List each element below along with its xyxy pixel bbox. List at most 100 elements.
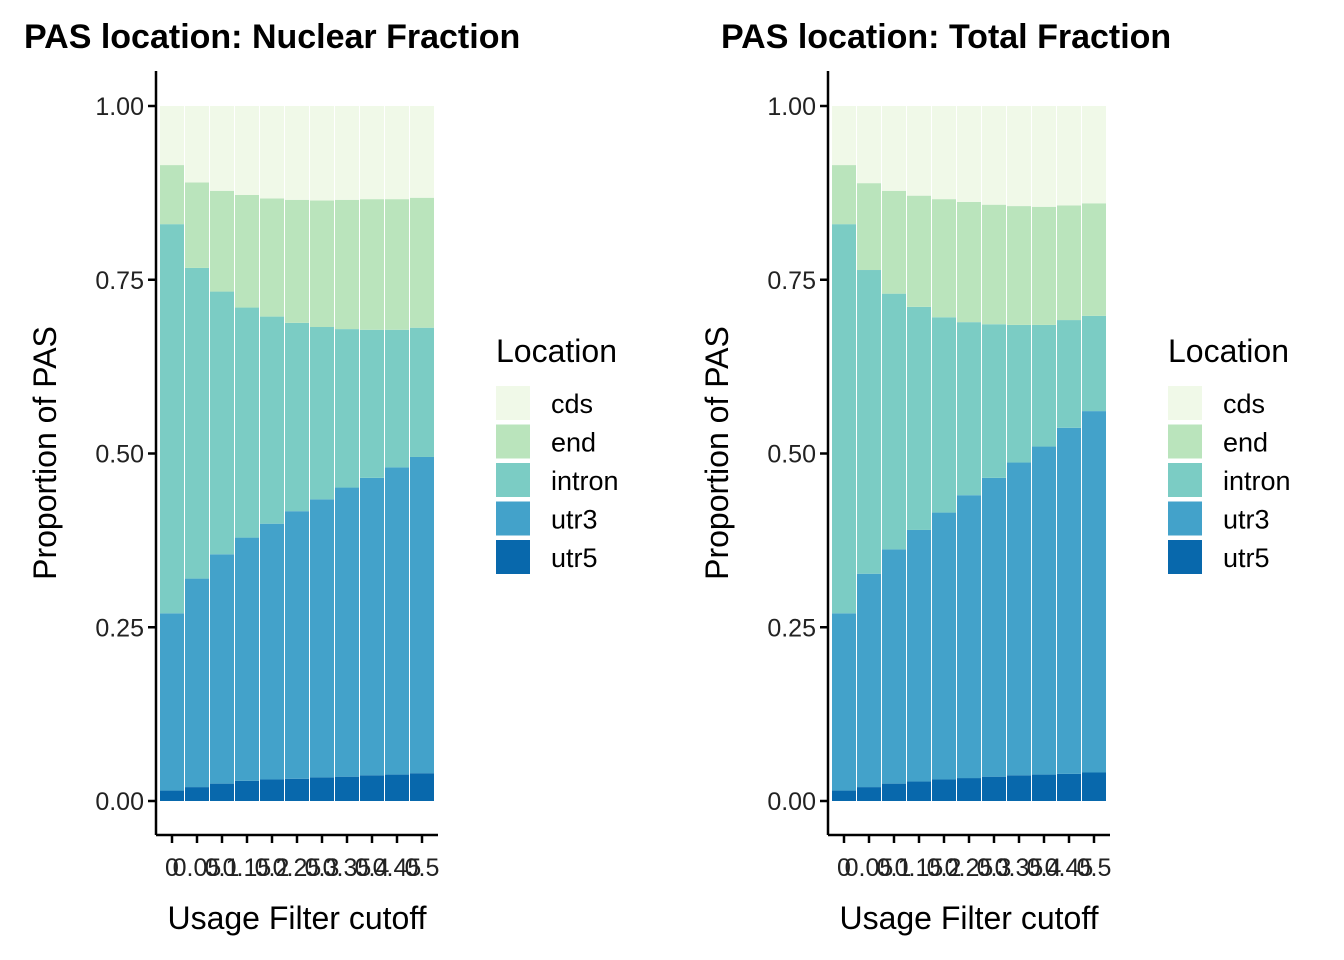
bar-segment-utr5-0.2 [260, 779, 284, 801]
bar-segment-utr5-0 [832, 790, 856, 801]
bar-segment-utr3-0.5 [1082, 411, 1106, 773]
legend-swatch-cds [1168, 386, 1202, 420]
bar-segment-intron-0 [832, 224, 856, 614]
bar-segment-utr5-0.1 [210, 783, 234, 801]
legend-swatch-cds [496, 386, 530, 420]
bar-segment-cds-0.3 [982, 106, 1006, 205]
bar-segment-end-0.2 [932, 199, 956, 318]
bar-segment-utr5-0.05 [185, 787, 209, 801]
bar-segment-intron-0.45 [385, 329, 409, 468]
bar-segment-utr3-0.2 [932, 512, 956, 780]
bar-segment-end-0.05 [857, 183, 881, 271]
bar-segment-end-0.45 [385, 199, 409, 330]
bar-segment-intron-0.05 [185, 267, 209, 579]
bar-segment-end-0 [832, 165, 856, 225]
bar-segment-utr3-0.45 [385, 467, 409, 775]
y-tick-label: 0.75 [95, 267, 144, 295]
chart-panel-nuclear: PAS location: Nuclear Fraction0.000.250.… [24, 18, 619, 936]
bar-segment-end-0.45 [1057, 205, 1081, 321]
bar-segment-end-0.4 [360, 199, 384, 330]
bar-segment-utr5-0.1 [882, 783, 906, 801]
bar-segment-intron-0.1 [882, 293, 906, 550]
legend-swatch-end [496, 424, 530, 459]
y-tick-label: 0.00 [95, 788, 144, 816]
x-tick-label: 0.1 [205, 854, 240, 882]
bar-segment-utr5-0.2 [932, 779, 956, 801]
bar-segment-cds-0.25 [285, 106, 309, 200]
bar-segment-utr5-0.4 [360, 775, 384, 801]
bar-segment-end-0.05 [185, 182, 209, 268]
x-tick-label: 0.15 [223, 854, 272, 882]
x-axis-title: Usage Filter cutoff [839, 900, 1098, 936]
bar-segment-end-0 [160, 165, 184, 225]
bar-segment-cds-0 [160, 106, 184, 166]
legend-label-utr3: utr3 [551, 505, 598, 535]
bar-segment-utr5-0.35 [335, 776, 359, 801]
bar-segment-utr3-0.45 [1057, 427, 1081, 774]
bar-segment-utr3-0.25 [957, 495, 981, 779]
bar-segment-cds-0.5 [410, 106, 434, 198]
bar-segment-cds-0.05 [185, 106, 209, 183]
bar-segment-cds-0.3 [310, 106, 334, 201]
bar-segment-intron-0.35 [335, 329, 359, 488]
bar-segment-end-0.1 [210, 190, 234, 292]
x-tick-label: 0.5 [405, 854, 440, 882]
bar-segment-utr3-0 [832, 613, 856, 791]
bar-segment-utr3-0.4 [1032, 446, 1056, 775]
x-tick-label: 0.15 [895, 854, 944, 882]
bar-segment-intron-0.1 [210, 291, 234, 555]
bar-segment-end-0.1 [882, 190, 906, 294]
bar-segment-intron-0.4 [1032, 324, 1056, 447]
bar-segment-utr3-0.25 [285, 511, 309, 779]
bar-segment-utr3-0.05 [857, 573, 881, 788]
bar-segment-utr3-0.4 [360, 477, 384, 776]
bar-segment-utr3-0.5 [410, 456, 434, 774]
y-tick-label: 0.25 [767, 614, 816, 642]
bar-segment-end-0.5 [410, 197, 434, 328]
y-tick-label: 0.50 [95, 441, 144, 469]
bar-segment-intron-0.2 [260, 316, 284, 524]
bar-segment-end-0.15 [907, 195, 931, 307]
bar-segment-utr3-0.35 [1007, 462, 1031, 776]
x-tick-label: 0.05 [845, 854, 894, 882]
bar-segment-cds-0.35 [1007, 106, 1031, 207]
bar-segment-cds-0.5 [1082, 106, 1106, 204]
bar-segment-end-0.2 [260, 198, 284, 317]
bar-segment-cds-0.15 [907, 106, 931, 196]
x-tick-label: 0.35 [995, 854, 1044, 882]
bar-segment-intron-0.15 [907, 306, 931, 530]
bar-segment-utr3-0.3 [982, 477, 1006, 777]
bar-segment-cds-0.25 [957, 106, 981, 202]
y-tick-label: 0.00 [767, 788, 816, 816]
chart-panel-total: PAS location: Total Fraction0.000.250.50… [699, 18, 1291, 936]
x-axis-title: Usage Filter cutoff [167, 900, 426, 936]
bar-segment-end-0.15 [235, 194, 259, 308]
bar-segment-intron-0.25 [957, 322, 981, 496]
bar-segment-cds-0.1 [882, 106, 906, 191]
bar-segment-utr5-0.5 [1082, 772, 1106, 801]
bar-segment-utr5-0.5 [410, 773, 434, 801]
legend-swatch-intron [496, 463, 530, 497]
legend-title: Location [496, 333, 617, 369]
bar-segment-utr5-0.15 [907, 781, 931, 801]
y-axis-title: Proportion of PAS [27, 326, 63, 580]
chart-title: PAS location: Total Fraction [721, 18, 1171, 56]
x-tick-label: 0.45 [1045, 854, 1094, 882]
bar-segment-intron-0.45 [1057, 320, 1081, 428]
x-tick-label: 0.45 [373, 854, 422, 882]
x-tick-label: 0.3 [977, 854, 1012, 882]
bar-segment-end-0.35 [335, 199, 359, 330]
bar-segment-intron-0.05 [857, 270, 881, 574]
legend-swatch-utr5 [496, 540, 530, 574]
x-tick-label: 0.3 [305, 854, 340, 882]
bar-segment-intron-0.5 [1082, 315, 1106, 412]
bar-segment-intron-0.3 [310, 327, 334, 500]
y-tick-label: 1.00 [95, 93, 144, 121]
x-tick-label: 0.35 [323, 854, 372, 882]
bar-segment-utr3-0.15 [235, 537, 259, 781]
bar-segment-cds-0.35 [335, 106, 359, 200]
legend-swatch-utr3 [1168, 501, 1202, 536]
x-tick-label: 0.5 [1077, 854, 1112, 882]
bar-segment-utr5-0.25 [957, 778, 981, 801]
